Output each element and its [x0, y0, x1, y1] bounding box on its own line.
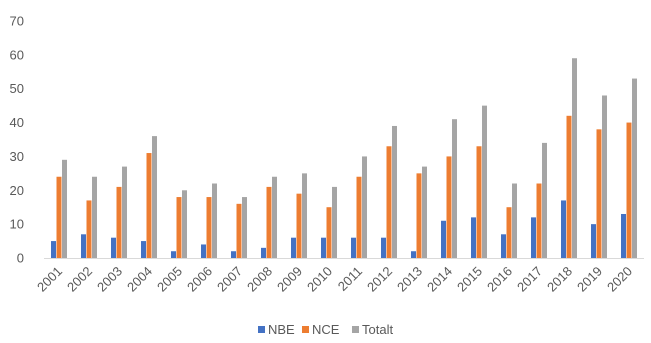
- bar-nbe-2019: [591, 224, 596, 258]
- bar-nce-2020: [626, 122, 632, 258]
- bar-totalt-2008: [272, 176, 277, 258]
- bar-totalt-2006: [212, 183, 217, 258]
- bar-totalt-2013: [422, 166, 427, 258]
- y-tick-label: 30: [10, 149, 24, 164]
- bar-totalt-2003: [122, 166, 127, 258]
- x-tick-label: 2020: [604, 264, 635, 295]
- bar-nce-2003: [116, 186, 122, 258]
- x-tick-label: 2004: [124, 264, 155, 295]
- bar-nbe-2005: [171, 251, 176, 258]
- bar-totalt-2018: [572, 58, 577, 258]
- x-tick-label: 2009: [274, 264, 305, 295]
- bar-nbe-2002: [81, 234, 86, 258]
- bar-nce-2010: [326, 207, 332, 258]
- bar-nbe-2013: [411, 251, 416, 258]
- bar-nce-2007: [236, 203, 242, 258]
- x-tick-label: 2018: [544, 264, 575, 295]
- bar-nce-2009: [296, 193, 302, 258]
- x-tick-label: 2002: [64, 264, 95, 295]
- y-tick-label: 70: [10, 14, 24, 29]
- bar-totalt-2019: [602, 95, 607, 259]
- x-tick-label: 2008: [244, 264, 275, 295]
- bar-nbe-2006: [201, 244, 206, 258]
- bar-nbe-2007: [231, 251, 236, 258]
- legend-swatch-totalt: [352, 326, 359, 333]
- x-tick-label: 2006: [184, 264, 215, 295]
- bar-nce-2019: [596, 129, 602, 258]
- bar-nbe-2004: [141, 241, 146, 258]
- bar-nce-2016: [506, 207, 512, 258]
- x-tick-label: 2017: [514, 264, 545, 295]
- legend: NBE NCE Totalt: [258, 322, 393, 337]
- y-tick-label: 60: [10, 47, 24, 62]
- bar-nbe-2018: [561, 200, 566, 258]
- bar-nbe-2014: [441, 220, 446, 258]
- y-tick-label: 20: [10, 183, 24, 198]
- bar-nce-2018: [566, 115, 572, 258]
- bar-nbe-2012: [381, 237, 386, 258]
- bar-nce-2017: [536, 183, 542, 258]
- bar-totalt-2016: [512, 183, 517, 258]
- bar-totalt-2001: [62, 159, 67, 258]
- x-tick-label: 2003: [94, 264, 125, 295]
- x-tick-label: 2019: [574, 264, 605, 295]
- bar-nce-2008: [266, 186, 272, 258]
- bar-totalt-2010: [332, 186, 337, 258]
- x-tick-label: 2007: [214, 264, 245, 295]
- x-tick-label: 2011: [335, 264, 365, 294]
- y-tick-label: 50: [10, 81, 24, 96]
- bar-totalt-2015: [482, 105, 487, 258]
- legend-swatch-nbe: [258, 326, 265, 333]
- bar-totalt-2017: [542, 142, 547, 258]
- x-tick-label: 2013: [394, 264, 425, 295]
- y-tick-label: 40: [10, 115, 24, 130]
- bar-nbe-2015: [471, 217, 476, 258]
- x-axis: 2001200220032004200520062007200820092010…: [34, 264, 635, 295]
- bar-nbe-2017: [531, 217, 536, 258]
- bar-totalt-2011: [362, 156, 367, 258]
- bar-nce-2006: [206, 197, 212, 258]
- bar-nce-2005: [176, 197, 182, 258]
- bar-nbe-2011: [351, 237, 356, 258]
- bar-nbe-2009: [291, 237, 296, 258]
- bar-nce-2013: [416, 173, 422, 258]
- bar-totalt-2007: [242, 197, 247, 258]
- bar-totalt-2005: [182, 190, 187, 258]
- bar-nce-2011: [356, 176, 362, 258]
- legend-label-nce: NCE: [312, 322, 340, 337]
- bar-nbe-2016: [501, 234, 506, 258]
- bar-nce-2004: [146, 153, 152, 258]
- bar-nce-2012: [386, 146, 392, 258]
- x-tick-label: 2016: [484, 264, 515, 295]
- x-tick-label: 2010: [304, 264, 335, 295]
- bar-totalt-2004: [152, 136, 157, 258]
- bar-nce-2002: [86, 200, 92, 258]
- legend-swatch-nce: [302, 326, 309, 333]
- bars: [51, 58, 637, 259]
- x-tick-label: 2001: [34, 264, 65, 295]
- bar-nce-2014: [446, 156, 452, 258]
- bar-totalt-2014: [452, 119, 457, 258]
- legend-label-totalt: Totalt: [362, 322, 393, 337]
- y-axis: 0 10 20 30 40 50 60 70: [10, 14, 24, 266]
- bar-nce-2015: [476, 146, 482, 258]
- y-tick-label: 10: [10, 217, 24, 232]
- bar-nbe-2001: [51, 241, 56, 258]
- bar-nbe-2008: [261, 247, 266, 258]
- bar-totalt-2020: [632, 78, 637, 258]
- bar-totalt-2009: [302, 173, 307, 258]
- x-tick-label: 2012: [364, 264, 395, 295]
- bar-totalt-2012: [392, 125, 397, 259]
- bar-nbe-2003: [111, 237, 116, 258]
- y-tick-label: 0: [17, 251, 24, 266]
- bar-nbe-2010: [321, 237, 326, 258]
- legend-label-nbe: NBE: [268, 322, 295, 337]
- x-tick-label: 2015: [454, 264, 485, 295]
- bar-totalt-2002: [92, 176, 97, 258]
- bar-nce-2001: [56, 176, 62, 258]
- x-tick-label: 2005: [154, 264, 185, 295]
- bar-nbe-2020: [621, 213, 626, 258]
- x-tick-label: 2014: [424, 264, 455, 295]
